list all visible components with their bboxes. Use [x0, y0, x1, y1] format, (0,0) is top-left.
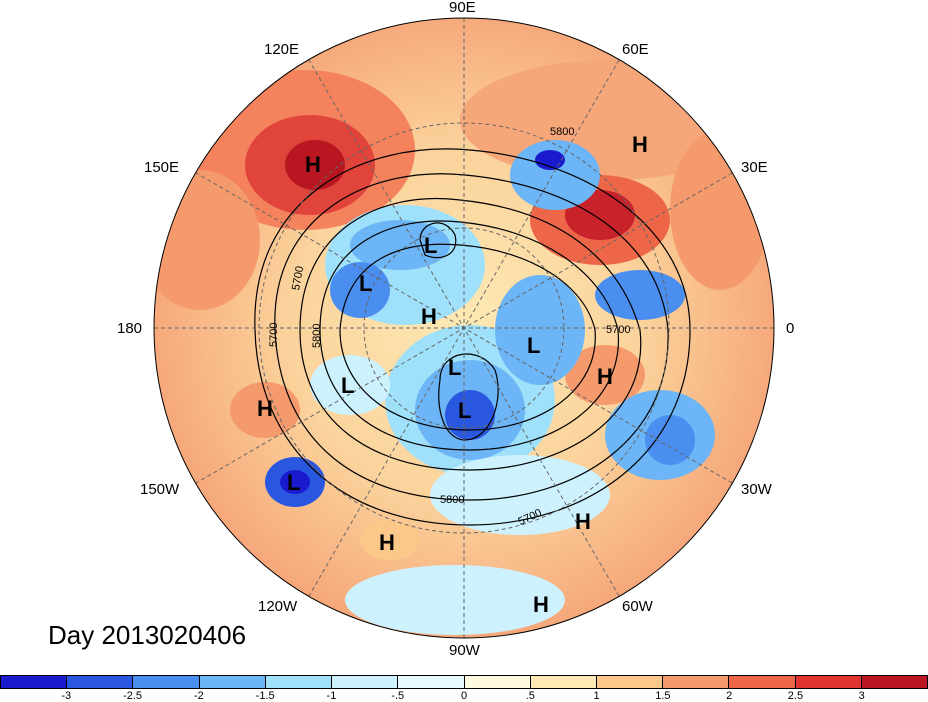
longitude-label-0: 0 — [786, 320, 795, 337]
colorbar-segment — [398, 676, 465, 688]
pressure-center-H: H — [305, 152, 321, 177]
colorbar-segment — [530, 676, 597, 688]
colorbar-tick-label: -1 — [326, 690, 337, 702]
contour-label: 5700 — [290, 265, 306, 291]
pressure-center-H: H — [421, 304, 437, 329]
colorbar — [0, 675, 928, 689]
longitude-label-120w: 120W — [258, 598, 298, 615]
contour-label: 5700 — [268, 323, 280, 347]
pressure-center-H: H — [632, 132, 648, 157]
longitude-label-60w: 60W — [622, 598, 653, 615]
longitude-label-120e: 120E — [264, 41, 300, 58]
colorbar-tick-label: 0 — [460, 690, 468, 702]
contour-label: 5800 — [550, 126, 574, 138]
colorbar-tick-label: -2 — [193, 690, 204, 702]
colorbar-tick-label: 3 — [858, 690, 865, 702]
pressure-center-L: L — [448, 355, 461, 380]
colorbar-tick-label: 2 — [726, 690, 733, 702]
colorbar-tick-label: -.5 — [391, 690, 405, 702]
colorbar-tick-label: 1.5 — [655, 690, 671, 702]
longitude-label-60e: 60E — [622, 41, 649, 58]
colorbar-segment — [729, 676, 796, 688]
colorbar-tick-label: -1.5 — [255, 690, 275, 702]
colorbar-segment — [1, 676, 68, 688]
pressure-center-L: L — [527, 333, 540, 358]
pressure-center-H: H — [597, 364, 613, 389]
colorbar-segment — [596, 676, 664, 688]
colorbar-segment — [265, 676, 333, 688]
anomaly-field — [154, 18, 774, 638]
pressure-center-H: H — [575, 509, 591, 534]
colorbar-segment — [795, 676, 862, 688]
colorbar-tick-label: 1 — [593, 690, 600, 702]
contour-label: 5800 — [311, 324, 323, 348]
colorbar-segment — [133, 676, 200, 688]
contour-label: 5700 — [606, 324, 630, 336]
longitude-label-30e: 30E — [741, 159, 768, 176]
contour-label: 5800 — [440, 494, 464, 506]
longitude-label-150w: 150W — [140, 481, 180, 498]
pressure-center-L: L — [458, 398, 471, 423]
colorbar-segment — [332, 676, 399, 688]
colorbar-segment — [67, 676, 134, 688]
pressure-center-H: H — [533, 592, 549, 617]
pressure-center-L: L — [287, 470, 300, 495]
longitude-label-90e: 90E — [449, 0, 476, 16]
pressure-center-L: L — [359, 271, 372, 296]
colorbar-segment — [464, 676, 531, 688]
colorbar-tick-label: -3 — [61, 690, 72, 702]
pressure-center-H: H — [379, 530, 395, 555]
date-label: Day 2013020406 — [48, 620, 247, 650]
colorbar-segment — [199, 676, 266, 688]
longitude-label-90w: 90W — [449, 642, 480, 659]
colorbar-tick-label: -2.5 — [123, 690, 143, 702]
longitude-label-30w: 30W — [741, 481, 772, 498]
colorbar-tick-label: .5 — [525, 690, 535, 702]
pressure-center-L: L — [341, 373, 354, 398]
pressure-center-L: L — [424, 233, 437, 258]
longitude-label-180: 180 — [117, 320, 143, 337]
colorbar-tick-label: 2.5 — [787, 690, 804, 702]
longitude-label-150e: 150E — [144, 159, 180, 176]
pressure-center-H: H — [257, 396, 273, 421]
colorbar-segment — [663, 676, 730, 688]
colorbar-segment — [861, 676, 928, 688]
